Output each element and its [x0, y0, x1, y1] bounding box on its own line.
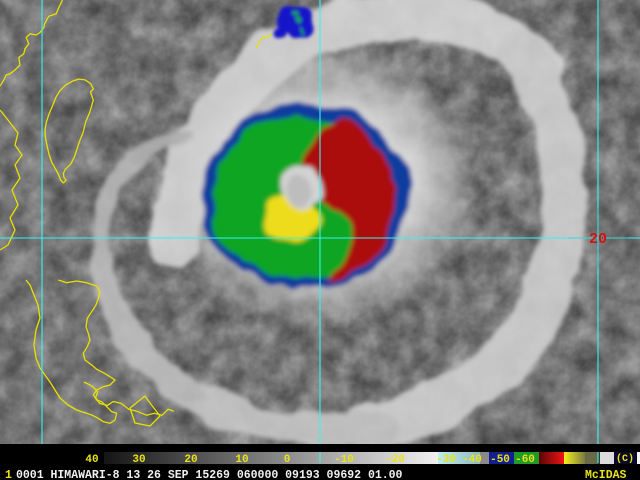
- svg-text:30: 30: [132, 454, 145, 466]
- svg-text:40: 40: [85, 454, 98, 466]
- svg-text:10: 10: [235, 454, 248, 466]
- svg-text:0001 HIMAWARI-8 13 26 SEP 1526: 0001 HIMAWARI-8 13 26 SEP 15269 060000 0…: [16, 469, 403, 480]
- svg-text:McIDAS: McIDAS: [585, 469, 627, 480]
- svg-text:-50: -50: [490, 454, 510, 466]
- svg-text:20: 20: [589, 231, 607, 248]
- svg-text:0: 0: [284, 454, 291, 466]
- svg-text:20: 20: [184, 454, 197, 466]
- svg-text:-10: -10: [334, 454, 354, 466]
- svg-text:(C): (C): [616, 453, 634, 465]
- svg-text:1: 1: [5, 469, 12, 480]
- svg-text:-60: -60: [515, 454, 535, 466]
- svg-text:-30: -30: [436, 454, 456, 466]
- svg-text:-20: -20: [385, 454, 405, 466]
- svg-text:-40: -40: [462, 454, 482, 466]
